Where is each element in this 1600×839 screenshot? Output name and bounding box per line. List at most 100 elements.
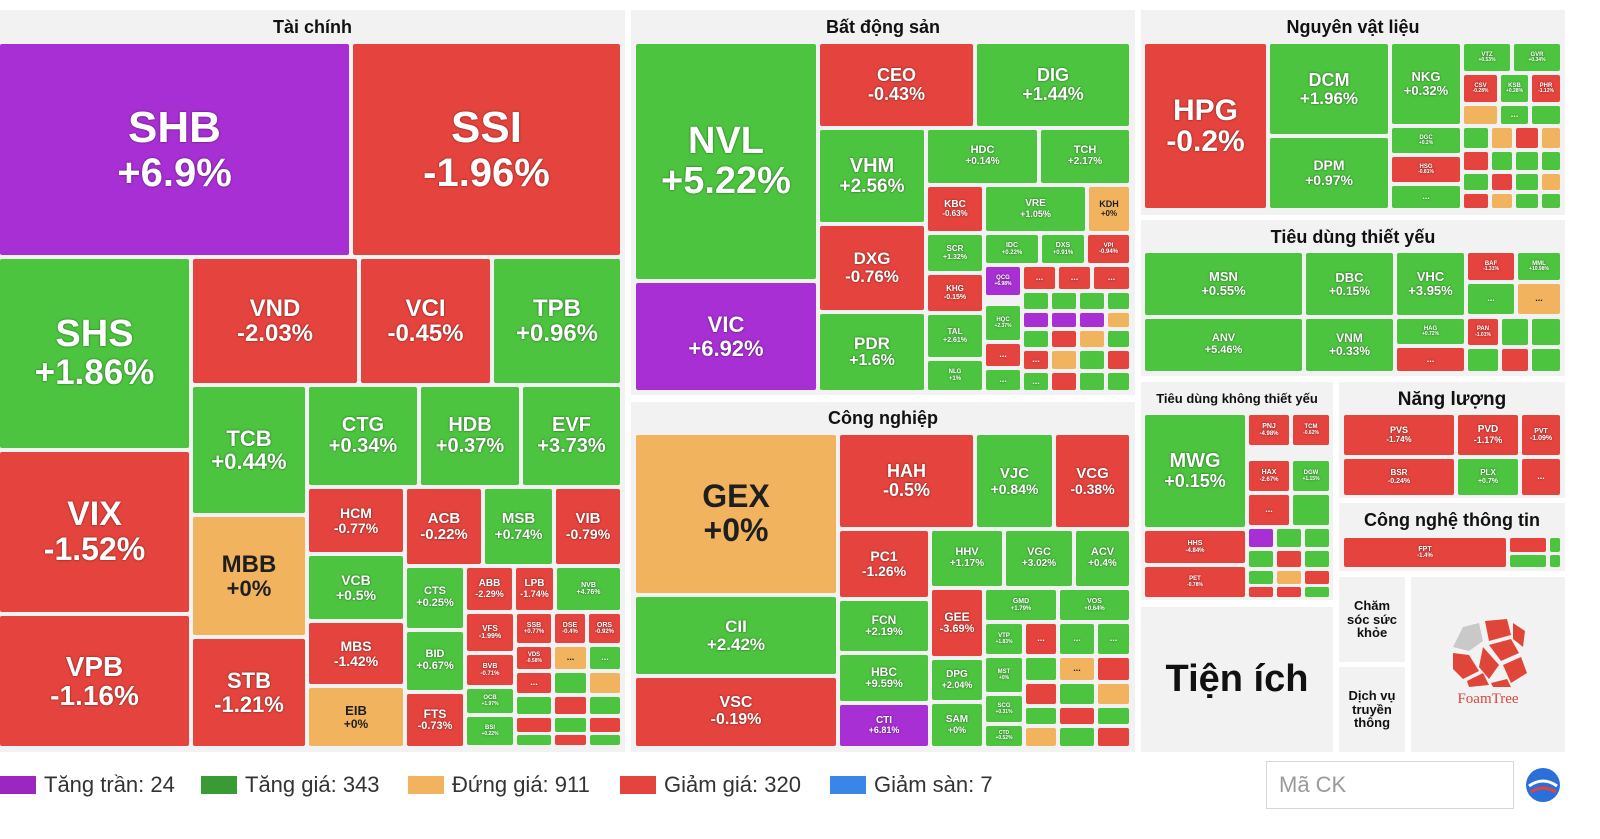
stock-tile-tal[interactable]: TAL +2.61% xyxy=(928,315,982,357)
stock-tile-cii[interactable]: CII +2.42% xyxy=(636,597,836,674)
stock-tile-kdh[interactable]: KDH +0% xyxy=(1089,187,1129,231)
small-stock-tile[interactable] xyxy=(1024,293,1048,309)
small-stock-tile[interactable] xyxy=(1249,571,1273,584)
small-stock-tile[interactable] xyxy=(1492,152,1512,170)
stock-tile-lpb[interactable]: LPB -1.74% xyxy=(516,568,553,610)
stock-tile-dxs[interactable]: DXS +0.91% xyxy=(1042,235,1084,263)
small-stock-tile[interactable] xyxy=(1108,373,1129,390)
small-stock-tile[interactable] xyxy=(1277,571,1301,584)
small-stock-tile[interactable] xyxy=(555,735,586,745)
stock-tile-stb[interactable]: STB -1.21% xyxy=(193,639,305,746)
small-stock-tile[interactable]: ... xyxy=(1249,495,1289,525)
stock-tile-vre[interactable]: VRE +1.05% xyxy=(986,187,1085,231)
small-stock-tile[interactable] xyxy=(1098,708,1129,724)
small-stock-tile[interactable] xyxy=(1542,194,1560,208)
stock-tile-pet[interactable]: PET -0.78% xyxy=(1145,567,1245,597)
stock-tile-gvr[interactable]: GVR +0.34% xyxy=(1514,44,1560,71)
stock-tile-vhm[interactable]: VHM +2.56% xyxy=(820,130,924,222)
stock-tile-plx[interactable]: PLX +0.7% xyxy=(1458,459,1518,495)
small-stock-tile[interactable] xyxy=(590,697,620,714)
stock-code-search-input[interactable] xyxy=(1266,761,1514,809)
stock-tile-vtp[interactable]: VTP +1.83% xyxy=(986,624,1022,654)
small-stock-tile[interactable] xyxy=(1080,373,1104,390)
stock-tile-nkg[interactable]: NKG +0.32% xyxy=(1392,44,1460,124)
small-stock-tile[interactable] xyxy=(1550,538,1560,552)
small-stock-tile[interactable] xyxy=(1080,293,1104,309)
stock-tile-mml[interactable]: MML +10.98% xyxy=(1518,253,1560,280)
small-stock-tile[interactable] xyxy=(1249,529,1273,547)
small-stock-tile[interactable] xyxy=(1516,174,1538,190)
stock-tile-dgc[interactable]: DGC +0.2% xyxy=(1392,128,1460,153)
small-stock-tile[interactable] xyxy=(1293,495,1329,525)
small-stock-tile[interactable] xyxy=(1026,708,1056,724)
small-stock-tile[interactable] xyxy=(1026,658,1056,680)
stock-tile-hqc[interactable]: HQC +2.37% xyxy=(986,306,1020,340)
small-stock-tile[interactable]: ... xyxy=(1518,284,1560,314)
small-stock-tile[interactable]: ... xyxy=(1024,267,1055,289)
small-stock-tile[interactable] xyxy=(590,718,620,732)
stock-tile-pnj[interactable]: PNJ -4.98% xyxy=(1249,415,1289,445)
stock-tile-hhs[interactable]: HHS -4.84% xyxy=(1145,531,1245,563)
small-stock-tile[interactable] xyxy=(555,718,586,732)
small-stock-tile[interactable] xyxy=(1502,319,1528,345)
small-stock-tile[interactable] xyxy=(555,673,586,693)
stock-tile-dgw[interactable]: DGW +1.15% xyxy=(1293,461,1329,491)
stock-tile-pan[interactable]: PAN -1.01% xyxy=(1468,319,1498,345)
stock-tile-dpm[interactable]: DPM +0.97% xyxy=(1270,138,1388,208)
small-stock-tile[interactable] xyxy=(1532,106,1560,124)
section-tien-ich[interactable]: Tiện ích xyxy=(1141,607,1333,752)
stock-tile-tcb[interactable]: TCB +0.44% xyxy=(193,387,305,513)
stock-tile-vic[interactable]: VIC +6.92% xyxy=(636,283,816,390)
small-stock-tile[interactable] xyxy=(555,697,586,714)
small-stock-tile[interactable] xyxy=(1468,349,1498,371)
stock-tile-vcb[interactable]: VCB +0.5% xyxy=(309,556,403,619)
small-stock-tile[interactable] xyxy=(1024,313,1048,327)
stock-tile-fpt[interactable]: FPT -1.4% xyxy=(1344,538,1506,567)
stock-tile-idc[interactable]: IDC +0.22% xyxy=(986,235,1038,263)
stock-tile-cts[interactable]: CTS +0.25% xyxy=(407,568,463,628)
stock-tile-hpg[interactable]: HPG -0.2% xyxy=(1145,44,1266,208)
small-stock-tile[interactable] xyxy=(1052,351,1076,369)
stock-tile-vds[interactable]: VDS -0.58% xyxy=(517,647,551,669)
small-stock-tile[interactable]: ... xyxy=(1392,186,1460,208)
small-stock-tile[interactable]: ... xyxy=(1468,284,1514,314)
small-stock-tile[interactable]: ... xyxy=(986,344,1020,366)
small-stock-tile[interactable] xyxy=(1532,349,1560,371)
small-stock-tile[interactable] xyxy=(1052,313,1076,327)
stock-tile-vpb[interactable]: VPB -1.16% xyxy=(0,616,189,746)
stock-tile-vpi[interactable]: VPI -0.94% xyxy=(1088,235,1129,263)
small-stock-tile[interactable] xyxy=(1516,194,1538,208)
stock-tile-abb[interactable]: ABB -2.29% xyxy=(467,568,512,610)
small-stock-tile[interactable] xyxy=(1516,152,1538,170)
small-stock-tile[interactable] xyxy=(590,735,620,745)
small-stock-tile[interactable]: ... xyxy=(986,370,1020,390)
small-stock-tile[interactable] xyxy=(517,718,551,732)
stock-tile-vgc[interactable]: VGC +3.02% xyxy=(1006,531,1072,586)
stock-tile-pdr[interactable]: PDR +1.6% xyxy=(820,314,924,390)
small-stock-tile[interactable]: ... xyxy=(1060,658,1094,680)
small-stock-tile[interactable] xyxy=(1249,551,1273,567)
stock-tile-ctg[interactable]: CTG +0.34% xyxy=(309,387,417,485)
stock-tile-vci[interactable]: VCI -0.45% xyxy=(361,259,490,383)
small-stock-tile[interactable] xyxy=(1542,174,1560,190)
stock-tile-hdb[interactable]: HDB +0.37% xyxy=(421,387,519,485)
small-stock-tile[interactable] xyxy=(1108,331,1129,347)
stock-tile-evf[interactable]: EVF +3.73% xyxy=(523,387,620,485)
small-stock-tile[interactable] xyxy=(1052,331,1076,347)
small-stock-tile[interactable] xyxy=(1532,319,1560,345)
stock-tile-dse[interactable]: DSE -0.4% xyxy=(555,614,585,643)
stock-tile-dpg[interactable]: DPG +2.04% xyxy=(932,660,982,700)
stock-tile-hah[interactable]: HAH -0.5% xyxy=(840,435,973,527)
stock-tile-vcg[interactable]: VCG -0.38% xyxy=(1056,435,1129,527)
stock-tile-ctd[interactable]: CTD +0.52% xyxy=(986,726,1022,746)
small-stock-tile[interactable] xyxy=(517,735,551,745)
stock-tile-vnm[interactable]: VNM +0.33% xyxy=(1306,319,1393,371)
stock-tile-nvl[interactable]: NVL +5.22% xyxy=(636,44,816,279)
stock-tile-ksb[interactable]: KSB +0.28% xyxy=(1501,75,1528,102)
stock-tile-vfs[interactable]: VFS -1.99% xyxy=(467,614,513,651)
stock-tile-msb[interactable]: MSB +0.74% xyxy=(485,489,552,564)
small-stock-tile[interactable] xyxy=(1542,152,1560,170)
stock-tile-qcg[interactable]: QCG +6.98% xyxy=(986,267,1020,295)
small-stock-tile[interactable] xyxy=(1502,349,1528,371)
section-cham-soc-suc-khoe[interactable]: Chăm sóc sức khỏe xyxy=(1339,577,1405,662)
